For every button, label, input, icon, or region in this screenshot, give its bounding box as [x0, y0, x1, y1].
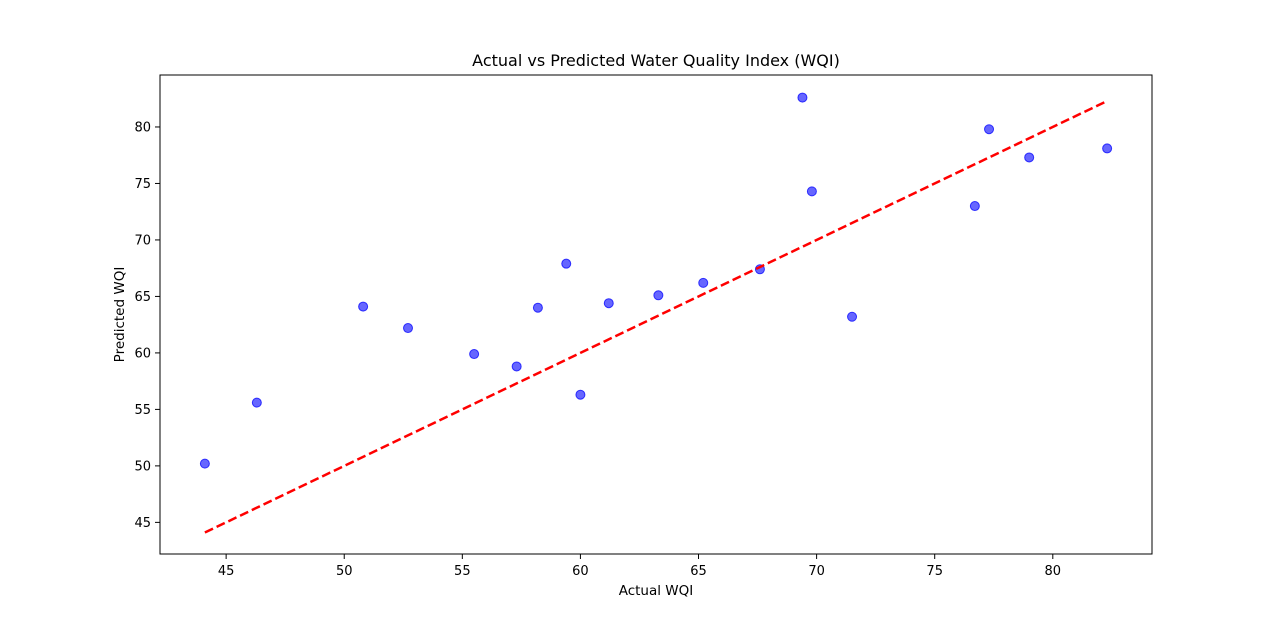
y-tick-label: 75	[134, 177, 151, 192]
x-tick-label: 60	[572, 564, 589, 579]
data-point-18	[984, 124, 995, 135]
ideal-fit-line	[204, 99, 1108, 534]
x-tick-label: 75	[926, 564, 943, 579]
data-point-4	[403, 323, 413, 334]
y-tick-label: 70	[134, 233, 151, 248]
data-point-6	[511, 361, 522, 372]
x-tick-label: 70	[808, 564, 825, 579]
x-tick-label: 55	[454, 564, 471, 579]
data-point-17	[969, 201, 980, 212]
data-point-7	[532, 302, 543, 313]
data-point-20	[1102, 143, 1113, 154]
y-tick-label: 50	[134, 459, 151, 474]
data-point-19	[1024, 152, 1035, 163]
x-axis-label: Actual WQI	[619, 583, 694, 599]
data-point-2	[251, 397, 262, 408]
y-tick-label: 80	[134, 120, 151, 135]
y-tick-label: 60	[134, 346, 151, 361]
y-tick-label: 45	[134, 516, 151, 531]
data-point-5	[469, 349, 480, 360]
data-point-10	[603, 298, 614, 309]
x-tick-label: 45	[218, 564, 235, 579]
y-tick-label: 65	[134, 290, 151, 305]
data-point-3	[358, 301, 369, 312]
y-axis-label: Predicted WQI	[112, 267, 128, 363]
chart-title: Actual vs Predicted Water Quality Index …	[472, 51, 840, 70]
plot-area-frame	[159, 74, 1153, 555]
y-tick-label: 55	[134, 403, 151, 418]
x-tick-label: 65	[690, 564, 707, 579]
x-tick-label: 80	[1045, 564, 1062, 579]
data-point-12	[698, 277, 709, 288]
data-point-1	[199, 458, 210, 469]
data-point-16	[847, 311, 858, 322]
data-point-15	[806, 186, 817, 197]
data-point-9	[575, 389, 586, 400]
data-point-11	[653, 290, 664, 301]
data-point-8	[561, 258, 572, 269]
data-point-14	[797, 92, 808, 103]
x-tick-label: 50	[336, 564, 353, 579]
